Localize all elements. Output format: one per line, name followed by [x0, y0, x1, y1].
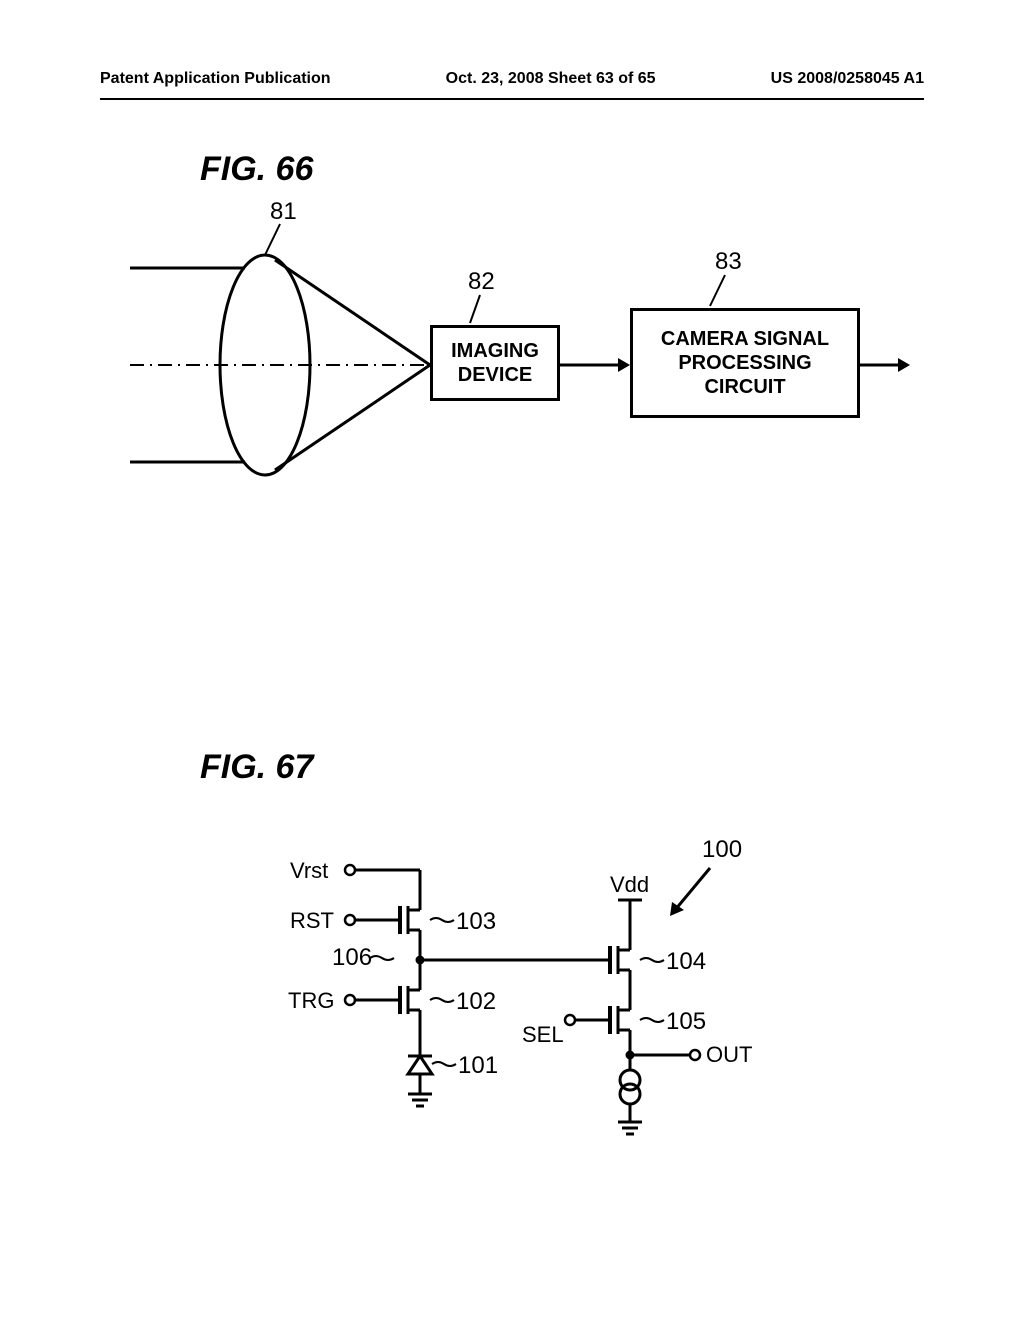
ref-102: 102 — [456, 988, 496, 1016]
camera-circuit-label: CAMERA SIGNAL PROCESSING CIRCUIT — [661, 327, 829, 399]
label-vdd: Vdd — [610, 872, 649, 898]
lens-icon — [220, 255, 310, 475]
ref-100: 100 — [702, 836, 742, 864]
header-rule — [100, 98, 924, 100]
imaging-device-box: IMAGING DEVICE — [430, 325, 560, 401]
label-vrst: Vrst — [290, 858, 328, 884]
ref-82: 82 — [468, 268, 495, 296]
label-out: OUT — [706, 1042, 752, 1068]
fig67-title: FIG. 67 — [200, 748, 313, 787]
fig66-diagram: 81 82 83 IMAGING DEVICE CAMERA SIGNAL PR… — [130, 210, 910, 550]
imaging-device-label: IMAGING DEVICE — [451, 339, 539, 387]
fig67-schematic: Vrst RST TRG Vdd SEL OUT 100 103 106 102… — [270, 830, 810, 1170]
ref-106: 106 — [332, 944, 372, 972]
header-center: Oct. 23, 2008 Sheet 63 of 65 — [446, 70, 656, 88]
header-right: US 2008/0258045 A1 — [771, 70, 924, 88]
page-header: Patent Application Publication Oct. 23, … — [0, 70, 1024, 88]
header-left: Patent Application Publication — [100, 70, 331, 88]
ref-103: 103 — [456, 908, 496, 936]
label-sel: SEL — [522, 1022, 564, 1048]
ref-105: 105 — [666, 1008, 706, 1036]
ref-83: 83 — [715, 248, 742, 276]
ref-81: 81 — [270, 198, 297, 226]
fig66-title: FIG. 66 — [200, 150, 313, 189]
label-rst: RST — [290, 908, 334, 934]
fig67-svg — [270, 830, 810, 1170]
label-trg: TRG — [288, 988, 334, 1014]
ref-104: 104 — [666, 948, 706, 976]
ref-101: 101 — [458, 1052, 498, 1080]
camera-circuit-box: CAMERA SIGNAL PROCESSING CIRCUIT — [630, 308, 860, 418]
